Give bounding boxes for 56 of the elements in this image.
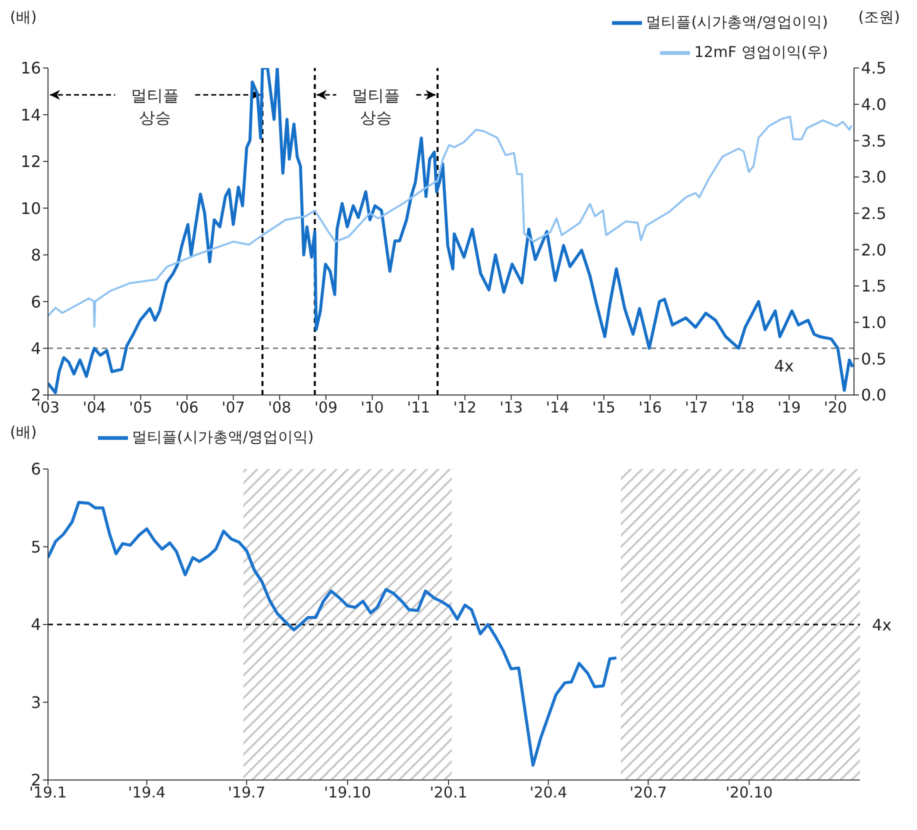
y2-tick-label: 2.0	[861, 240, 886, 260]
x-tick-label: '20.4	[530, 784, 568, 802]
x-tick-label: '19.4	[128, 784, 166, 802]
y-tick-label: 10	[20, 198, 41, 218]
y-tick-label: 8	[30, 246, 41, 265]
x-tick-label: '05	[129, 398, 152, 417]
x-tick-label: '13	[500, 398, 523, 417]
y2-tick-label: 1.0	[861, 313, 886, 332]
x-tick-label: '10	[360, 398, 384, 417]
x-tick-label: '16	[638, 398, 662, 417]
ref-line-label: 4x	[774, 356, 794, 376]
y2-tick-label: 1.5	[861, 276, 886, 296]
y2-axis-title: (조원)	[858, 8, 900, 27]
x-tick-label: '20.1	[430, 784, 468, 802]
x-tick-label: '19.10	[324, 784, 372, 802]
legend-label: 멀티플(시가총액/영업이익)	[646, 13, 828, 32]
y-tick-label: 12	[20, 152, 41, 172]
y-tick-label: 4	[30, 615, 41, 634]
y-tick-label: 6	[30, 292, 41, 312]
x-tick-label: '19.7	[228, 784, 266, 802]
x-tick-label: '19	[778, 398, 801, 417]
x-tick-label: '14	[546, 398, 570, 417]
x-tick-label: '18	[731, 398, 754, 417]
x-tick-label: '20.10	[726, 784, 773, 802]
ref-line-label: 4x	[872, 616, 892, 634]
y2-tick-label: 0.0	[861, 386, 886, 405]
y-tick-label: 6	[30, 460, 41, 479]
y2-tick-label: 3.0	[861, 168, 886, 187]
x-tick-label: '15	[592, 398, 616, 417]
annotation: 멀티플 상승	[352, 86, 400, 127]
y-axis-title: (배)	[10, 8, 37, 27]
x-tick-label: '09	[314, 398, 338, 417]
x-tick-label: '08	[268, 398, 292, 417]
y2-tick-label: 4.0	[861, 95, 886, 114]
y2-tick-label: 2.5	[861, 204, 886, 224]
x-tick-label: '06	[175, 398, 199, 417]
y2-tick-label: 0.5	[861, 349, 886, 368]
y-tick-label: 4	[30, 338, 41, 358]
x-tick-label: '20.7	[629, 784, 667, 802]
legend-label: 멀티플(시가총액/영업이익)	[132, 428, 314, 446]
x-tick-label: '12	[453, 398, 477, 417]
y-axis-title: (배)	[10, 423, 37, 442]
y-tick-label: 16	[20, 58, 41, 78]
line-series	[48, 500, 618, 767]
legend-label: 12mF 영업이익(우)	[694, 43, 828, 62]
x-tick-label: '20	[824, 398, 848, 417]
y2-tick-label: 3.5	[861, 131, 886, 150]
y-tick-label: 14	[20, 105, 41, 124]
x-tick-label: '04	[82, 398, 106, 417]
x-tick-label: '11	[406, 398, 430, 417]
x-tick-label: '07	[222, 398, 245, 417]
x-tick-label: '17	[684, 398, 708, 417]
y-tick-label: 3	[30, 692, 41, 712]
y2-tick-label: 4.5	[861, 58, 886, 78]
y-tick-label: 5	[30, 537, 41, 556]
annotation: 멀티플 상승	[131, 86, 180, 127]
